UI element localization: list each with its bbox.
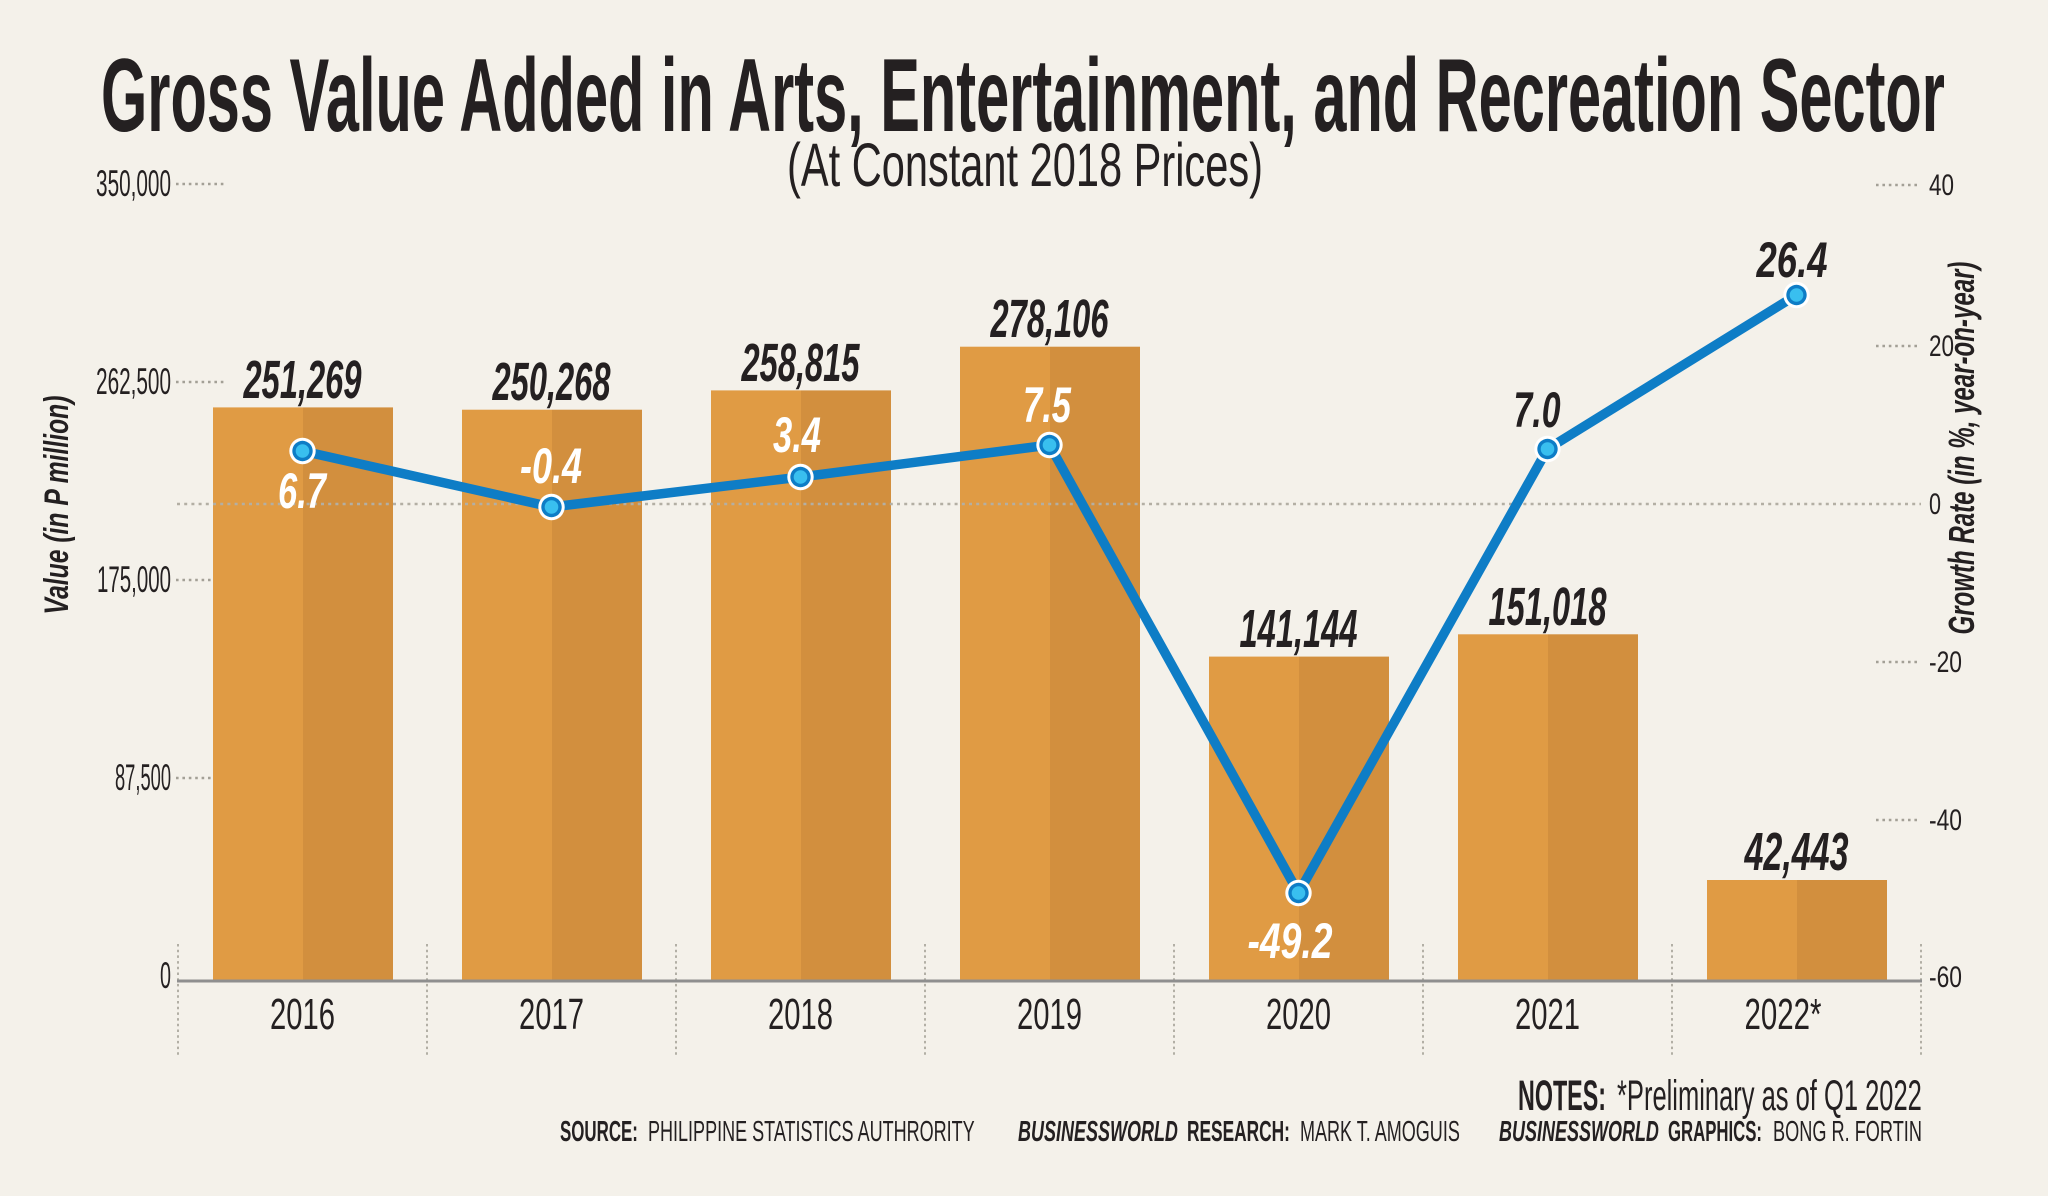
svg-text:BONG R. FORTIN: BONG R. FORTIN [1773,1116,1922,1148]
svg-text:2017: 2017 [519,989,584,1038]
svg-text:0: 0 [160,956,171,997]
svg-text:BUSINESSWORLD: BUSINESSWORLD [1018,1116,1178,1148]
svg-text:Growth Rate (in %, year-on-yea: Growth Rate (in %, year-on-year) [1942,262,1982,635]
svg-text:PHILIPPINE STATISTICS AUTHRORI: PHILIPPINE STATISTICS AUTHRORITY [648,1116,975,1148]
svg-text:-40: -40 [1929,803,1962,837]
svg-text:0: 0 [1929,486,1941,520]
svg-text:(At Constant 2018 Prices): (At Constant 2018 Prices) [787,132,1263,200]
svg-text:2020: 2020 [1266,989,1331,1038]
svg-text:250,268: 250,268 [492,353,611,412]
svg-text:NOTES:: NOTES: [1518,1073,1606,1120]
svg-text:Value (in P million): Value (in P million) [38,395,76,614]
svg-text:20: 20 [1929,329,1954,363]
svg-text:2021: 2021 [1515,989,1580,1038]
svg-text:*Preliminary as of Q1 2022: *Preliminary as of Q1 2022 [1617,1072,1922,1119]
svg-text:MARK T. AMOGUIS: MARK T. AMOGUIS [1300,1116,1460,1148]
svg-text:GRAPHICS:: GRAPHICS: [1668,1117,1762,1149]
svg-text:7.0: 7.0 [1514,382,1561,438]
svg-text:2019: 2019 [1017,989,1082,1038]
svg-text:6.7: 6.7 [278,464,328,520]
svg-text:40: 40 [1929,168,1954,202]
svg-text:278,106: 278,106 [990,290,1110,349]
svg-text:151,018: 151,018 [1489,578,1607,637]
svg-text:350,000: 350,000 [96,164,171,205]
svg-text:26.4: 26.4 [1756,232,1828,288]
svg-text:-49.2: -49.2 [1248,914,1333,970]
svg-text:42,443: 42,443 [1744,821,1849,882]
svg-text:2016: 2016 [270,989,335,1038]
svg-text:SOURCE:: SOURCE: [560,1117,638,1149]
svg-text:175,000: 175,000 [97,560,171,601]
svg-text:7.5: 7.5 [1023,378,1072,434]
svg-text:141,144: 141,144 [1240,600,1358,659]
svg-text:262,500: 262,500 [96,362,171,403]
svg-text:87,500: 87,500 [115,758,171,799]
svg-text:-60: -60 [1929,960,1962,994]
svg-text:-0.4: -0.4 [520,439,582,494]
svg-text:251,269: 251,269 [243,351,362,410]
svg-text:Gross Value Added in Arts, Ent: Gross Value Added in Arts, Entertainment… [101,36,1945,153]
svg-text:2018: 2018 [768,989,833,1038]
svg-text:-20: -20 [1929,645,1962,679]
svg-text:3.4: 3.4 [773,408,821,464]
svg-text:BUSINESSWORLD: BUSINESSWORLD [1499,1116,1659,1148]
svg-text:RESEARCH:: RESEARCH: [1187,1116,1290,1149]
svg-text:2022*: 2022* [1745,989,1822,1038]
svg-text:258,815: 258,815 [741,334,861,393]
